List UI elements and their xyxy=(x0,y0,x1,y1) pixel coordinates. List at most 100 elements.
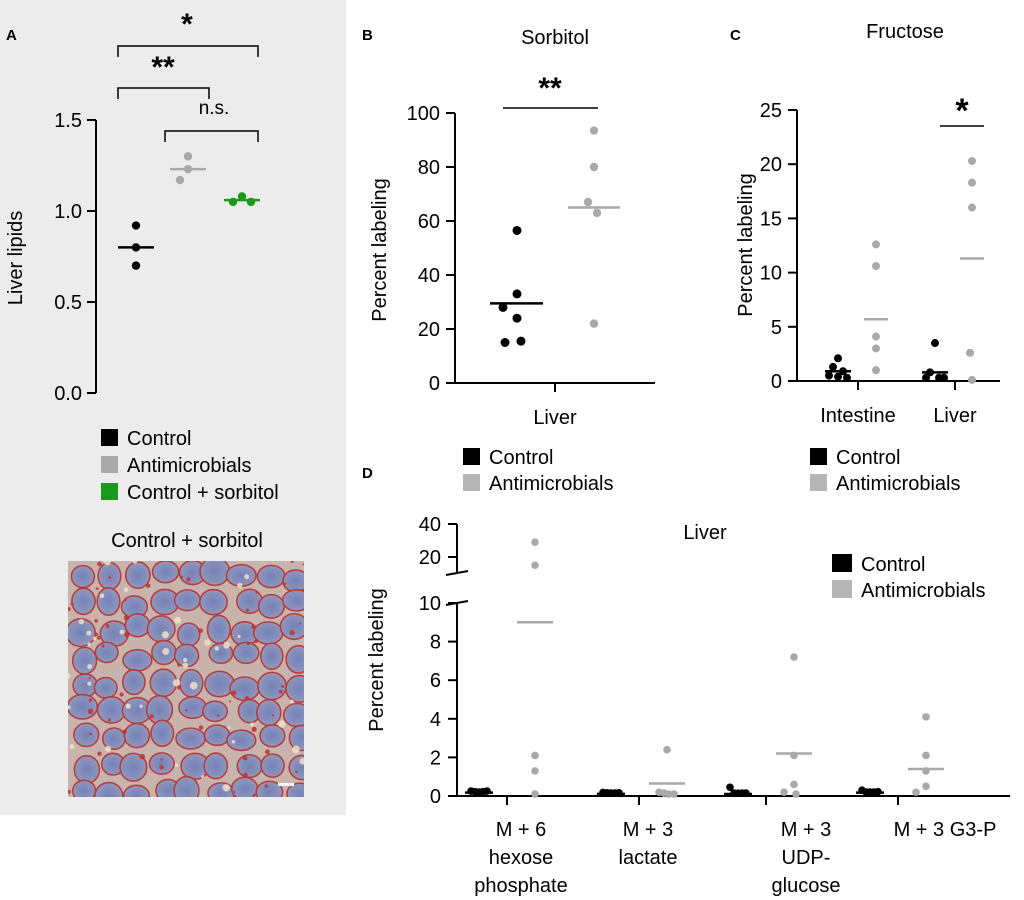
lipid-stain xyxy=(123,598,127,602)
panel-c-data-point xyxy=(931,339,939,348)
panel-d-data-point xyxy=(922,713,930,721)
tissue-cell xyxy=(150,719,175,748)
lipid-stain xyxy=(159,765,164,770)
lipid-stain xyxy=(299,622,302,625)
lipid-droplet xyxy=(204,639,211,646)
panel-c-data-point xyxy=(968,203,976,212)
legend-swatch xyxy=(832,580,852,598)
lipid-stain xyxy=(89,732,92,736)
lipid-stain xyxy=(97,751,102,756)
panel-c-data-point xyxy=(834,354,842,363)
tissue-cell xyxy=(203,752,229,780)
lipid-stain xyxy=(180,575,184,578)
tissue-cell xyxy=(207,782,236,797)
lipid-droplet xyxy=(237,582,243,588)
lipid-droplet xyxy=(299,757,304,765)
panel-c-y-tick-label: 25 xyxy=(760,100,782,122)
lipid-droplet xyxy=(214,646,220,651)
tissue-cell xyxy=(123,722,151,749)
lipid-droplet xyxy=(87,642,91,646)
panel-d-x-label-line: UDP- xyxy=(782,847,831,869)
panel-c-data-point xyxy=(968,156,976,165)
legend-swatch xyxy=(810,474,827,491)
panel-c-data-point xyxy=(834,372,842,381)
panel-a-y-label: Liver lipids xyxy=(5,211,27,305)
panel-c-y-tick-label: 0 xyxy=(771,371,782,393)
lipid-stain xyxy=(95,587,99,591)
tissue-cell xyxy=(124,561,151,590)
lipid-droplet xyxy=(292,745,300,754)
lipid-stain xyxy=(251,726,257,732)
legend-label: Antimicrobials xyxy=(836,473,960,495)
panel-a-significance-label: ** xyxy=(151,51,175,84)
lipid-droplet xyxy=(174,763,179,768)
lipid-droplet xyxy=(87,681,92,686)
lipid-stain xyxy=(283,582,287,586)
panel-c-data-point xyxy=(966,348,974,357)
panel-b-y-tick-label: 100 xyxy=(407,103,440,125)
panel-a-chart: Liver lipids 0.0 0.5 1.0 1.5 *** n.s. Contro… xyxy=(5,8,279,552)
legend-swatch xyxy=(463,448,480,465)
lipid-droplet xyxy=(174,616,182,624)
panel-c-y-tick-label: 10 xyxy=(760,263,782,285)
lipid-stain xyxy=(290,561,294,564)
panel-d-x-label-line: M + 3 G3-P xyxy=(894,819,997,841)
tissue-cell xyxy=(259,724,286,748)
lipid-stain xyxy=(278,689,283,694)
legend-label: Antimicrobials xyxy=(127,455,251,477)
panel-d-data-point xyxy=(780,788,788,796)
lipid-stain xyxy=(281,684,285,688)
legend-label: Control xyxy=(836,447,900,469)
panel-a-y-tick-label: 0.0 xyxy=(54,383,82,405)
panel-b-data-point xyxy=(500,338,510,347)
panel-d-data-point xyxy=(531,790,539,798)
tissue-cell xyxy=(282,702,304,728)
lipid-stain xyxy=(289,630,295,636)
panel-a-letter: A xyxy=(6,27,17,44)
tissue-cell xyxy=(282,569,304,593)
panel-b-y-tick-label: 80 xyxy=(418,157,440,179)
tissue-cell xyxy=(285,674,304,704)
tissue-cell xyxy=(198,588,229,616)
tissue-cell xyxy=(257,593,285,619)
panel-a-significance-bracket xyxy=(117,45,259,57)
lipid-stain xyxy=(186,577,191,582)
tissue-cell xyxy=(146,615,176,643)
lipid-stain xyxy=(243,772,248,778)
tissue-cell xyxy=(122,784,151,797)
tissue-cell xyxy=(145,694,174,725)
panel-d-x-label-line: M + 6 xyxy=(496,819,547,841)
lipid-droplet xyxy=(222,784,230,792)
tissue-cell xyxy=(279,612,304,641)
lipid-droplet xyxy=(86,630,92,636)
tissue-cell xyxy=(151,561,180,584)
panel-d-x-label: M + 3 G3-P xyxy=(894,819,997,841)
lipid-stain xyxy=(302,563,304,566)
lipid-droplet xyxy=(68,705,71,709)
lipid-stain xyxy=(145,583,151,588)
panel-c-significance: * xyxy=(955,92,969,130)
lipid-stain xyxy=(231,690,237,696)
tissue-cell xyxy=(68,617,96,648)
panel-d-y-tick-label: 6 xyxy=(430,670,441,692)
tissue-cell xyxy=(175,727,206,750)
panel-d-x-label-line: glucose xyxy=(772,875,841,897)
lipid-stain xyxy=(88,698,92,702)
lipid-stain xyxy=(108,576,112,579)
panel-c-chart: Fructose Intestine Liver Percent labelin… xyxy=(735,21,1000,495)
legend-label: Antimicrobials xyxy=(861,580,985,602)
panel-b-data-point xyxy=(498,302,508,312)
tissue-cell xyxy=(148,752,175,775)
tissue-cell xyxy=(97,561,122,591)
lipid-stain xyxy=(252,793,256,797)
lipid-droplet xyxy=(290,699,294,704)
tissue-cell xyxy=(229,676,260,702)
tissue-cell xyxy=(204,670,236,698)
tissue-cell xyxy=(201,700,229,723)
lipid-stain xyxy=(160,758,163,761)
panel-d-x-label: M + 3 UDP-glucose xyxy=(772,819,841,897)
lipid-stain xyxy=(255,591,258,594)
tissue-cell xyxy=(225,563,257,587)
panel-a-data-point xyxy=(131,221,141,230)
panel-c-y-tick-label: 15 xyxy=(760,208,782,230)
